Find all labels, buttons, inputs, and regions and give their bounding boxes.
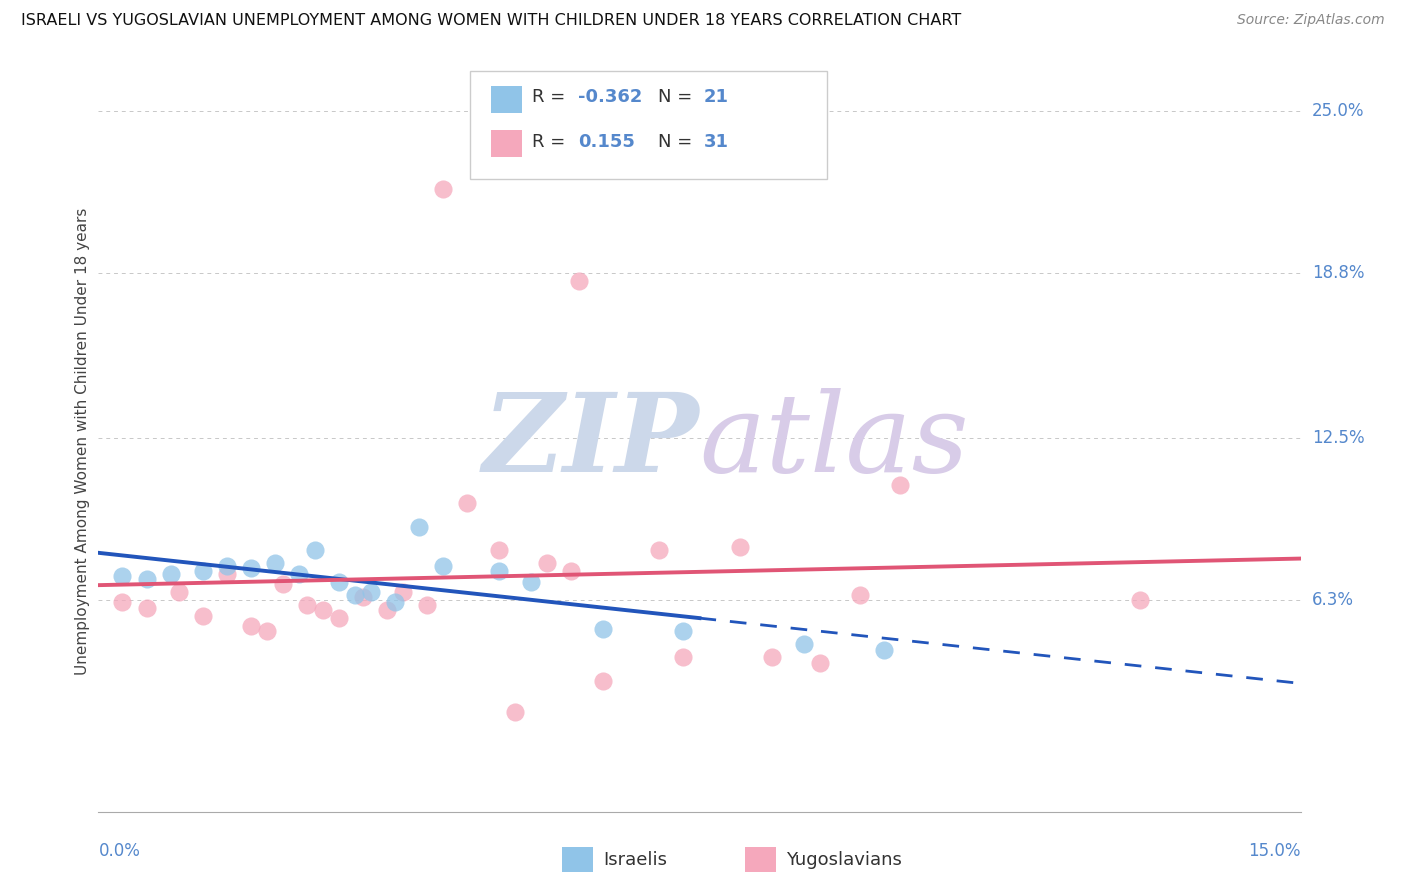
- Text: 25.0%: 25.0%: [1312, 102, 1364, 120]
- Point: [111, 595, 134, 609]
- Point: [728, 541, 751, 555]
- Point: [215, 558, 238, 573]
- Point: [648, 543, 671, 558]
- Point: [672, 650, 695, 665]
- Point: [360, 585, 382, 599]
- Point: [256, 624, 278, 639]
- Point: [889, 477, 911, 491]
- Point: [384, 595, 406, 609]
- Text: ISRAELI VS YUGOSLAVIAN UNEMPLOYMENT AMONG WOMEN WITH CHILDREN UNDER 18 YEARS COR: ISRAELI VS YUGOSLAVIAN UNEMPLOYMENT AMON…: [21, 13, 962, 29]
- Point: [1129, 592, 1152, 607]
- Point: [849, 588, 872, 602]
- Text: Source: ZipAtlas.com: Source: ZipAtlas.com: [1237, 13, 1385, 28]
- Point: [808, 656, 831, 670]
- Point: [592, 622, 614, 636]
- Point: [111, 569, 134, 583]
- Point: [159, 566, 181, 581]
- Point: [191, 564, 214, 578]
- Text: atlas: atlas: [699, 388, 969, 495]
- Point: [271, 577, 294, 591]
- Point: [568, 274, 591, 288]
- Point: [793, 637, 815, 651]
- Point: [135, 572, 157, 586]
- Point: [592, 673, 614, 688]
- Point: [239, 619, 262, 633]
- Point: [761, 650, 783, 665]
- Point: [312, 603, 335, 617]
- Point: [135, 600, 157, 615]
- Text: Yugoslavians: Yugoslavians: [786, 851, 901, 869]
- Point: [215, 566, 238, 581]
- Point: [416, 598, 439, 612]
- Point: [456, 496, 478, 510]
- Point: [191, 608, 214, 623]
- Text: 18.8%: 18.8%: [1312, 264, 1364, 282]
- Point: [488, 564, 510, 578]
- Point: [408, 519, 430, 533]
- Text: 12.5%: 12.5%: [1312, 429, 1364, 447]
- Point: [375, 603, 398, 617]
- Point: [392, 585, 415, 599]
- Text: ZIP: ZIP: [482, 388, 699, 495]
- Point: [288, 566, 311, 581]
- Text: R =: R =: [531, 88, 571, 106]
- Point: [672, 624, 695, 639]
- Point: [352, 591, 374, 605]
- Text: N =: N =: [658, 133, 699, 151]
- Text: 6.3%: 6.3%: [1312, 591, 1354, 609]
- Text: R =: R =: [531, 133, 576, 151]
- Point: [432, 558, 454, 573]
- Point: [295, 598, 318, 612]
- Y-axis label: Unemployment Among Women with Children Under 18 years: Unemployment Among Women with Children U…: [75, 208, 90, 675]
- Text: Israelis: Israelis: [603, 851, 668, 869]
- Point: [343, 588, 366, 602]
- Point: [432, 182, 454, 196]
- Point: [239, 561, 262, 575]
- Point: [167, 585, 190, 599]
- Point: [263, 556, 285, 570]
- Text: -0.362: -0.362: [578, 88, 643, 106]
- Point: [520, 574, 543, 589]
- Point: [304, 543, 326, 558]
- Text: N =: N =: [658, 88, 699, 106]
- Point: [328, 574, 350, 589]
- Text: 21: 21: [703, 88, 728, 106]
- Point: [560, 564, 582, 578]
- Point: [503, 706, 526, 720]
- Text: 0.155: 0.155: [578, 133, 636, 151]
- Text: 31: 31: [703, 133, 728, 151]
- Point: [536, 556, 558, 570]
- Text: 15.0%: 15.0%: [1249, 842, 1301, 860]
- Text: 0.0%: 0.0%: [98, 842, 141, 860]
- Point: [488, 543, 510, 558]
- Point: [328, 611, 350, 625]
- Point: [873, 642, 896, 657]
